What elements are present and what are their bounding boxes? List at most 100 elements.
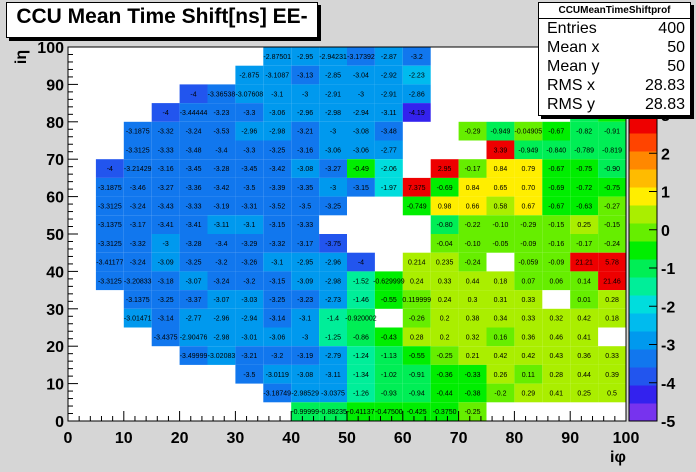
heatmap-cell xyxy=(291,290,320,309)
cell-value-label: -2.96 xyxy=(241,129,257,136)
cell-value-label: -0.41137 xyxy=(347,409,374,416)
cell-value-label: -3.52 xyxy=(269,203,285,210)
color-scale-band xyxy=(629,151,657,170)
cell-value-label: -0.920002 xyxy=(345,316,377,323)
cell-value-label: -3.28 xyxy=(186,241,202,248)
heatmap-cell xyxy=(514,177,543,197)
heatmap-cell xyxy=(430,271,459,291)
cell-value-label: -2.79 xyxy=(325,353,341,360)
cell-value-label: -2.77 xyxy=(381,147,397,154)
heatmap-cell xyxy=(263,327,292,347)
heatmap-cell xyxy=(235,196,264,216)
stats-value: 28.83 xyxy=(644,96,685,113)
cell-value-label: 0.28 xyxy=(410,334,424,341)
heatmap-cell xyxy=(374,47,403,66)
heatmap-cell xyxy=(598,383,626,403)
heatmap-cell xyxy=(514,234,543,253)
heatmap-cell xyxy=(430,364,459,384)
cell-value-label: -0.22 xyxy=(465,222,481,229)
heatmap-cell xyxy=(291,140,320,160)
cell-value-label: -3.17392 xyxy=(347,54,375,61)
heatmap-cell xyxy=(486,121,515,141)
stats-label: RMS x xyxy=(547,77,595,94)
cell-value-label: -3.3125 xyxy=(98,241,122,248)
cell-value-label: -0.75 xyxy=(604,185,620,192)
cell-value-label: 0.214 xyxy=(408,260,426,267)
heatmap-cell xyxy=(347,65,375,85)
cell-value-label: -3 xyxy=(302,91,308,98)
heatmap-cell xyxy=(123,196,152,216)
color-scale-band xyxy=(629,169,657,188)
cell-value-label: 0.3 xyxy=(468,297,478,304)
y-tick-label: 40 xyxy=(46,264,64,281)
heatmap-cell xyxy=(542,159,571,178)
heatmap-cell xyxy=(598,364,626,384)
cell-value-label: 0.34 xyxy=(494,316,508,323)
heatmap-cell xyxy=(347,177,375,197)
heatmap-cell xyxy=(486,215,515,234)
heatmap-cell xyxy=(486,234,515,253)
cell-value-label: -0.10 xyxy=(465,241,481,248)
cell-value-label: 0.28 xyxy=(549,372,563,379)
cell-value-label: 0.119999 xyxy=(402,297,431,304)
heatmap-cell xyxy=(151,159,180,178)
cell-value-label: -0.2 xyxy=(494,390,506,397)
cell-value-label: 0.79 xyxy=(522,166,536,173)
heatmap-cell xyxy=(235,364,264,384)
heatmap-cell xyxy=(207,121,236,141)
heatmap-cell xyxy=(291,308,320,328)
heatmap-cell xyxy=(542,252,571,272)
heatmap-cell xyxy=(179,290,208,309)
cell-value-label: -3.4375 xyxy=(154,334,178,341)
heatmap-cell xyxy=(347,308,375,328)
heatmap-cell xyxy=(95,234,124,253)
cell-value-label: 0.33 xyxy=(605,353,619,360)
heatmap-cell xyxy=(179,177,208,197)
heatmap-cell xyxy=(319,364,347,384)
heatmap-cell xyxy=(570,290,599,309)
heatmap-cell xyxy=(235,290,264,309)
heatmap-cell xyxy=(123,177,152,197)
heatmap-cell xyxy=(263,383,292,403)
cell-value-label: -3.15 xyxy=(269,222,285,229)
cell-value-label: -3.45 xyxy=(186,166,202,173)
heatmap-cell xyxy=(570,159,599,178)
heatmap-cell xyxy=(598,252,626,272)
cell-value-label: 0.06 xyxy=(549,278,563,285)
cell-value-label: -0.69 xyxy=(548,185,564,192)
heatmap-cell xyxy=(235,308,264,328)
heatmap-cell xyxy=(514,290,543,309)
heatmap-cell xyxy=(458,252,487,272)
cell-value-label: 0.36 xyxy=(522,334,536,341)
heatmap-cell xyxy=(374,177,403,197)
heatmap-cell xyxy=(235,252,264,272)
heatmap-cell xyxy=(458,215,487,234)
y-axis: 0 10 20 30 40 50 60 70 80 90 100 xyxy=(37,40,78,431)
heatmap-cell xyxy=(458,271,487,291)
cell-value-label: 7.375 xyxy=(408,185,426,192)
heatmap-cell xyxy=(402,327,431,347)
cell-value-label: -0.91 xyxy=(604,129,620,136)
heatmap-cell xyxy=(430,346,459,365)
cell-value-label: -3.48 xyxy=(381,129,397,136)
heatmap-cell xyxy=(319,271,347,291)
cell-value-label: -0.43 xyxy=(381,334,397,341)
cell-value-label: -3.1087 xyxy=(265,73,289,80)
cell-value-label: -3.08 xyxy=(297,372,313,379)
heatmap-cell xyxy=(179,308,208,328)
cell-value-label: 0.36 xyxy=(577,353,591,360)
x-tick-label: 60 xyxy=(394,430,412,447)
heatmap-cell xyxy=(486,140,515,160)
heatmap-cell xyxy=(514,159,543,178)
cell-value-label: -3.11 xyxy=(214,222,230,229)
cell-value-label: -0.26 xyxy=(409,316,425,323)
heatmap-cell xyxy=(123,252,152,272)
cell-value-label: -3.33 xyxy=(297,222,313,229)
cell-value-label: -3.15 xyxy=(353,185,369,192)
stats-value: 28.83 xyxy=(644,77,685,94)
heatmap-cell xyxy=(179,234,208,253)
cell-value-label: -0.67 xyxy=(548,166,564,173)
z-tick-label: 0 xyxy=(661,223,670,240)
heatmap-cell xyxy=(598,121,626,141)
heatmap-cell xyxy=(263,65,292,85)
